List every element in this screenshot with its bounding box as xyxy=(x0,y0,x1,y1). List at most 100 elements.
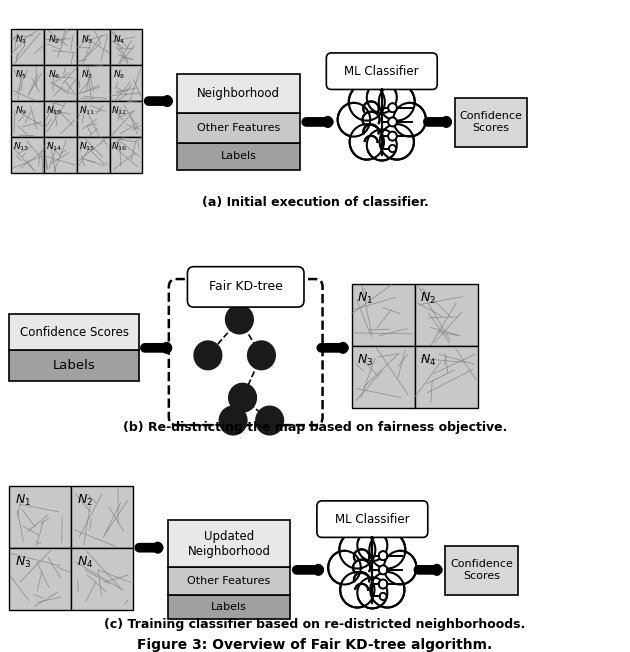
Bar xyxy=(71,486,133,548)
Ellipse shape xyxy=(348,91,416,153)
Circle shape xyxy=(226,305,253,334)
Ellipse shape xyxy=(325,530,420,610)
Text: $N_4$: $N_4$ xyxy=(77,555,93,570)
Circle shape xyxy=(379,565,387,574)
FancyBboxPatch shape xyxy=(188,267,304,307)
Bar xyxy=(9,548,71,610)
Bar xyxy=(44,137,77,173)
Text: $N_{{11}}$: $N_{{11}}$ xyxy=(79,105,94,117)
Circle shape xyxy=(379,565,387,574)
Bar xyxy=(44,101,77,137)
Bar xyxy=(177,143,300,170)
Text: $N_{{10}}$: $N_{{10}}$ xyxy=(46,105,62,117)
Text: Confidence Scores: Confidence Scores xyxy=(20,326,129,338)
Circle shape xyxy=(357,530,387,561)
Text: $N_1$: $N_1$ xyxy=(357,291,374,306)
Text: $N_{5}$: $N_{5}$ xyxy=(15,69,27,82)
Text: Figure 3: Overview of Fair KD-tree algorithm.: Figure 3: Overview of Fair KD-tree algor… xyxy=(137,638,493,651)
Circle shape xyxy=(379,580,387,589)
Circle shape xyxy=(388,103,397,112)
Bar xyxy=(71,548,133,610)
Circle shape xyxy=(340,531,375,569)
Text: Other Features: Other Features xyxy=(197,123,280,134)
Circle shape xyxy=(384,551,416,584)
Text: Labels: Labels xyxy=(53,359,95,372)
Circle shape xyxy=(194,341,222,370)
Text: $N_{4}$: $N_{4}$ xyxy=(113,33,125,46)
Bar xyxy=(44,29,77,65)
Text: $N_{{14}}$: $N_{{14}}$ xyxy=(46,141,62,153)
Circle shape xyxy=(367,82,397,113)
Bar xyxy=(110,29,142,65)
Text: (a) Initial execution of classifier.: (a) Initial execution of classifier. xyxy=(202,196,428,209)
Bar xyxy=(9,486,71,548)
Bar xyxy=(77,137,110,173)
Circle shape xyxy=(357,578,387,608)
Ellipse shape xyxy=(335,82,429,162)
Ellipse shape xyxy=(338,539,406,601)
Circle shape xyxy=(367,130,397,160)
Bar xyxy=(415,346,478,408)
Circle shape xyxy=(369,531,405,569)
Text: $N_{3}$: $N_{3}$ xyxy=(81,33,93,46)
Bar xyxy=(168,567,290,595)
Ellipse shape xyxy=(340,541,404,599)
Ellipse shape xyxy=(350,93,414,151)
Bar xyxy=(9,350,139,381)
FancyBboxPatch shape xyxy=(169,279,323,425)
Bar xyxy=(77,101,110,137)
Circle shape xyxy=(380,593,386,600)
Circle shape xyxy=(370,572,404,608)
Text: $N_2$: $N_2$ xyxy=(77,493,93,508)
Bar xyxy=(11,101,44,137)
Circle shape xyxy=(219,406,247,435)
Text: $N_{{12}}$: $N_{{12}}$ xyxy=(112,105,127,117)
Circle shape xyxy=(349,83,385,121)
Text: $N_3$: $N_3$ xyxy=(357,353,374,368)
Bar xyxy=(77,65,110,101)
Text: $N_{7}$: $N_{7}$ xyxy=(81,69,93,82)
Text: Confidence
Scores: Confidence Scores xyxy=(460,111,522,133)
Circle shape xyxy=(393,103,426,136)
Circle shape xyxy=(350,124,384,160)
Bar xyxy=(168,520,290,567)
Bar xyxy=(445,546,518,595)
Circle shape xyxy=(338,103,370,136)
Bar xyxy=(352,346,415,408)
Text: $N_{{13}}$: $N_{{13}}$ xyxy=(13,141,29,153)
Text: Fair KD-tree: Fair KD-tree xyxy=(209,280,283,293)
Circle shape xyxy=(388,117,397,126)
Bar xyxy=(455,98,527,147)
Circle shape xyxy=(340,572,374,608)
Text: $N_{9}$: $N_{9}$ xyxy=(15,105,27,117)
Bar xyxy=(11,65,44,101)
Circle shape xyxy=(389,145,396,152)
Text: $N_{{16}}$: $N_{{16}}$ xyxy=(112,141,128,153)
Text: Other Features: Other Features xyxy=(187,576,271,586)
Circle shape xyxy=(388,132,397,141)
Text: Neighborhood: Neighborhood xyxy=(197,87,280,100)
Text: $N_1$: $N_1$ xyxy=(15,493,31,508)
Text: ML Classifier: ML Classifier xyxy=(335,512,410,526)
Text: $N_{8}$: $N_{8}$ xyxy=(113,69,125,82)
Bar xyxy=(110,65,142,101)
Text: $N_{6}$: $N_{6}$ xyxy=(48,69,60,82)
FancyBboxPatch shape xyxy=(326,53,437,89)
Bar xyxy=(352,284,415,346)
Text: $N_{{15}}$: $N_{{15}}$ xyxy=(79,141,94,153)
Text: ML Classifier: ML Classifier xyxy=(345,65,419,78)
Text: (c) Training classifier based on re-districted neighborhoods.: (c) Training classifier based on re-dist… xyxy=(105,618,525,631)
Bar xyxy=(77,29,110,65)
Circle shape xyxy=(256,406,284,435)
Text: $N_4$: $N_4$ xyxy=(420,353,437,368)
Bar xyxy=(110,101,142,137)
Text: Confidence
Scores: Confidence Scores xyxy=(450,559,513,581)
Circle shape xyxy=(388,117,397,126)
Bar xyxy=(110,137,142,173)
Bar xyxy=(11,29,44,65)
Circle shape xyxy=(380,593,386,600)
Circle shape xyxy=(229,383,256,412)
Text: (b) Re-districting the map based on fairness objective.: (b) Re-districting the map based on fair… xyxy=(123,421,507,434)
Text: Labels: Labels xyxy=(211,602,247,612)
Circle shape xyxy=(379,551,387,560)
